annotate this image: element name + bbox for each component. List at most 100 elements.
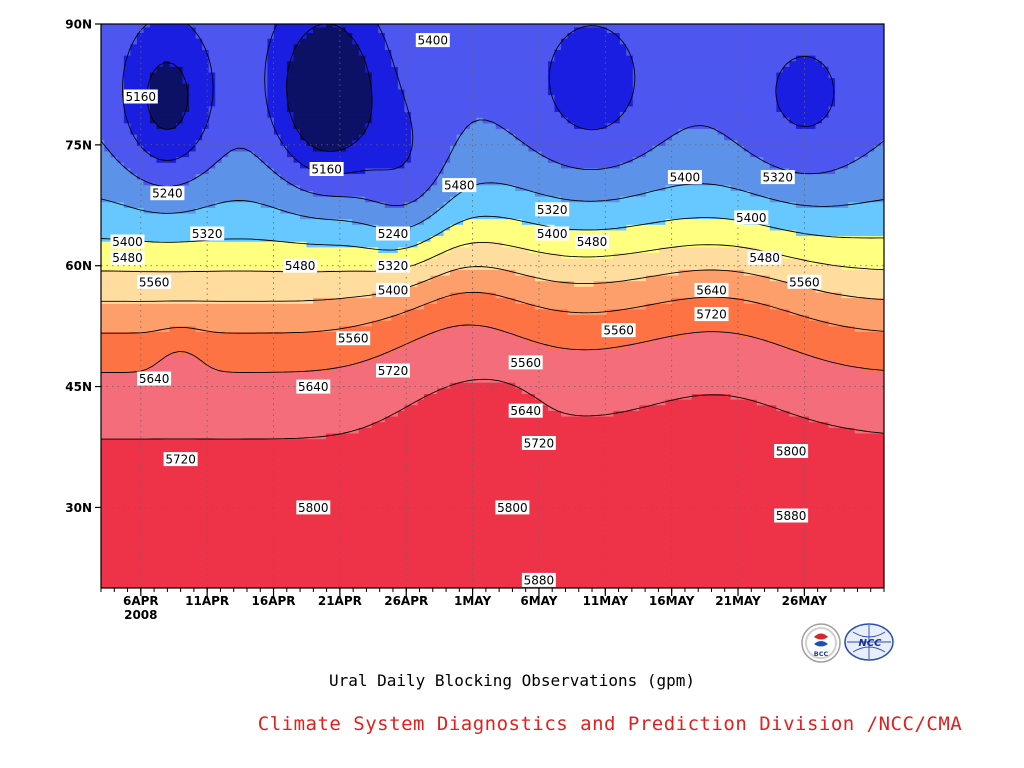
contour-band-cell bbox=[410, 156, 451, 163]
x-tick-label: 11MAY bbox=[583, 594, 629, 608]
plot-frame bbox=[100, 23, 885, 589]
contour-band-cell bbox=[835, 77, 884, 84]
contour-band-cell bbox=[456, 139, 523, 146]
contour-band-cell bbox=[378, 353, 817, 361]
contour-band-cell bbox=[215, 365, 334, 372]
contour-band-cell bbox=[215, 100, 268, 107]
contour-band-cell bbox=[267, 105, 288, 113]
contour-band-cell bbox=[423, 303, 536, 310]
contour-band-cell bbox=[189, 24, 275, 28]
x-year-label: 2008 bbox=[124, 608, 157, 622]
y-tick-label: 60N bbox=[65, 259, 92, 273]
svg-text:5400: 5400 bbox=[670, 171, 701, 185]
contour-band-cell bbox=[267, 100, 288, 107]
contour-band-cell bbox=[149, 88, 190, 96]
contour-band-cell bbox=[410, 117, 477, 124]
contour-band-cell bbox=[789, 60, 823, 67]
contour-band-cell bbox=[286, 150, 412, 158]
contour-band-cell bbox=[371, 100, 406, 107]
svg-text:5880: 5880 bbox=[524, 573, 555, 587]
contour-band-cell bbox=[215, 94, 268, 101]
contour-band-cell bbox=[632, 55, 797, 62]
contour-band-cell bbox=[182, 71, 216, 79]
contour-band-cell bbox=[397, 83, 549, 90]
contour-band-cell bbox=[652, 145, 745, 152]
contour-band-cell bbox=[208, 111, 268, 118]
svg-text:5560: 5560 bbox=[603, 324, 634, 338]
contour-band-cell bbox=[645, 150, 751, 158]
contour-band-cell bbox=[437, 179, 884, 186]
contour-band-cell bbox=[101, 263, 412, 270]
contour-band-cell bbox=[130, 167, 210, 175]
contour-band-cell bbox=[208, 117, 275, 124]
contour-band-cell bbox=[130, 43, 203, 50]
contour-band-cell bbox=[443, 167, 790, 175]
contour-band-cell bbox=[371, 421, 830, 428]
contour-band-cell bbox=[358, 359, 836, 366]
contour-band-cell bbox=[313, 190, 425, 197]
contour-band-cell bbox=[215, 88, 268, 96]
contour-line bbox=[101, 266, 884, 302]
svg-text:5880: 5880 bbox=[776, 509, 807, 523]
contour-band-cell bbox=[750, 150, 869, 158]
contour-band-cell bbox=[835, 88, 884, 96]
contour-band-cell bbox=[286, 100, 373, 107]
contour-band-cell bbox=[776, 83, 836, 90]
contour-band-cell bbox=[332, 24, 379, 28]
contour-band-cell bbox=[101, 218, 353, 225]
svg-text:5720: 5720 bbox=[524, 437, 555, 451]
contour-band-cell bbox=[189, 179, 288, 186]
contour-band-cell bbox=[410, 139, 458, 146]
contour-band-cell bbox=[352, 218, 425, 225]
contour-band-cell bbox=[101, 568, 884, 575]
contour-band-cell bbox=[101, 111, 125, 118]
contour-label: 5400 bbox=[110, 234, 145, 249]
contour-band-cell bbox=[101, 179, 145, 186]
contour-band-cell bbox=[554, 49, 627, 56]
contour-band-cell bbox=[658, 246, 758, 254]
svg-text:5160: 5160 bbox=[126, 90, 157, 104]
contour-band-cell bbox=[410, 224, 451, 231]
contour-band-cell bbox=[437, 252, 562, 259]
x-tick-label: 11APR bbox=[185, 594, 229, 608]
contour-band-cell bbox=[149, 117, 184, 124]
contour-band-cell bbox=[101, 483, 884, 490]
contour-band-cell bbox=[202, 128, 275, 135]
contour-band-cell bbox=[541, 399, 667, 406]
contour-band-cell bbox=[776, 105, 830, 113]
contour-band-cell bbox=[547, 83, 634, 90]
contour-line bbox=[101, 324, 884, 373]
svg-text:5480: 5480 bbox=[112, 251, 143, 265]
contour-band-cell bbox=[313, 145, 347, 152]
contour-band-cell bbox=[101, 297, 314, 304]
contour-band-cell bbox=[391, 314, 810, 321]
svg-text:5480: 5480 bbox=[577, 235, 608, 249]
contour-band-cell bbox=[822, 60, 884, 67]
contour-band-cell bbox=[391, 55, 556, 62]
contour-band-cell bbox=[404, 105, 556, 113]
x-tick-label: 16MAY bbox=[649, 594, 695, 608]
contour-band-cell bbox=[221, 156, 262, 163]
contour-band-cell bbox=[750, 190, 884, 197]
contour-band-cell bbox=[228, 150, 255, 158]
contour-band-cell bbox=[136, 32, 197, 39]
contour-band-cell bbox=[671, 133, 725, 141]
contour-band-cell bbox=[101, 100, 125, 107]
contour-band-cell bbox=[808, 314, 884, 321]
contour-band-cell bbox=[101, 511, 884, 519]
contour-band-cell bbox=[101, 162, 125, 169]
contour-band-cell bbox=[280, 139, 308, 146]
contour-band-cell bbox=[789, 308, 884, 316]
contour-band-cell bbox=[515, 297, 673, 304]
contour-band-cell bbox=[101, 201, 125, 208]
contour-band-cell bbox=[495, 122, 575, 129]
contour-band-cell bbox=[880, 139, 884, 146]
contour-band-cell bbox=[782, 111, 830, 118]
contour-band-cell bbox=[789, 167, 836, 175]
contour-band-cell bbox=[776, 100, 836, 107]
svg-text:5720: 5720 bbox=[165, 453, 196, 467]
contour-band-cell bbox=[101, 432, 327, 440]
svg-text:5320: 5320 bbox=[537, 203, 568, 217]
contour-band-cell bbox=[443, 325, 497, 332]
contour-band-cell bbox=[606, 26, 884, 34]
